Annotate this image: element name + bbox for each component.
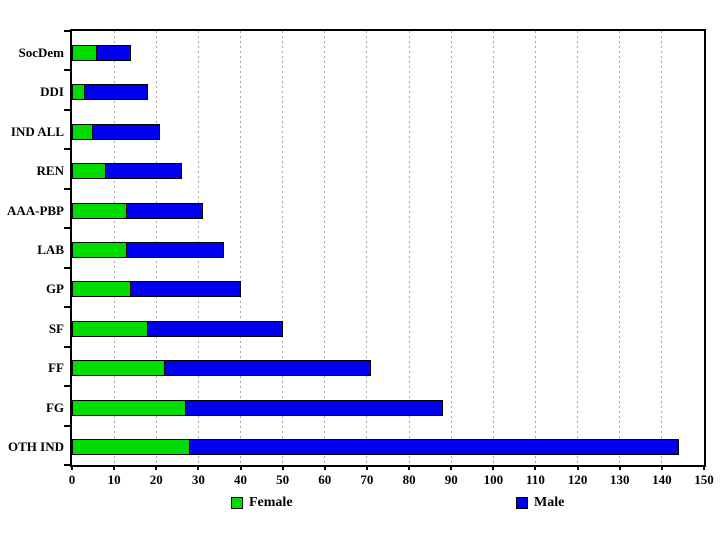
- bar-female-socdem: [72, 44, 98, 61]
- y-axis-tick-2: [64, 108, 70, 111]
- male-legend-swatch-icon: [516, 497, 528, 509]
- bar-male-ddi: [83, 84, 148, 101]
- x-axis-tick-10: [113, 465, 116, 470]
- category-label-lab: LAB: [37, 242, 64, 257]
- x-axis-tick-150: [703, 465, 705, 470]
- x-axis-label-10: 10: [107, 472, 121, 487]
- gridline-x50: [282, 31, 284, 465]
- category-label-sf: SF: [48, 320, 64, 336]
- category-label-ddi: DDI: [40, 84, 64, 100]
- y-axis-tick-3: [64, 148, 70, 151]
- bar-male-ren: [104, 163, 182, 180]
- gridline-x40: [240, 31, 242, 465]
- bar-male-fg: [184, 399, 443, 416]
- x-axis-tick-120: [576, 465, 579, 470]
- x-axis-label-50: 50: [276, 472, 290, 487]
- category-label-aaa-pbp: AAA-PBP: [6, 202, 64, 218]
- bar-male-aaa-pbp: [125, 202, 203, 219]
- bar-female-ff: [72, 360, 165, 377]
- legend-label-male: Male: [534, 495, 565, 510]
- bar-male-oth-ind: [188, 439, 679, 456]
- bar-female-sf: [72, 320, 148, 337]
- x-axis-label-150: 150: [694, 472, 714, 487]
- x-axis-tick-60: [323, 465, 326, 470]
- y-axis-tick-10: [64, 424, 70, 427]
- y-axis-tick-5: [64, 227, 70, 230]
- gridline-x140: [661, 31, 663, 465]
- category-label-ind-all: IND ALL: [10, 123, 64, 139]
- x-axis-label-120: 120: [567, 472, 588, 487]
- bar-male-lab: [125, 242, 224, 258]
- female-legend-swatch-icon: [231, 497, 243, 509]
- category-label-gp: GP: [45, 281, 64, 297]
- x-axis-label-110: 110: [526, 472, 545, 487]
- y-axis-tick-9: [64, 385, 70, 388]
- bar-female-oth-ind: [72, 439, 190, 456]
- gridline-x120: [577, 31, 579, 465]
- x-axis-label-60: 60: [318, 472, 332, 487]
- category-label-ff: FF: [48, 360, 64, 376]
- x-axis-label-20: 20: [149, 472, 163, 487]
- bar-female-ind-all: [72, 123, 94, 140]
- x-axis-label-100: 100: [483, 472, 504, 487]
- gridline-x110: [534, 31, 536, 465]
- y-axis-tick-7: [64, 306, 70, 309]
- x-axis-tick-0: [71, 465, 73, 470]
- bar-male-socdem: [96, 44, 131, 61]
- bar-male-ind-all: [92, 123, 161, 140]
- legend-label-female: Female: [249, 495, 293, 510]
- x-axis-label-140: 140: [652, 472, 672, 487]
- gridline-x70: [366, 31, 368, 465]
- y-axis-tick-11: [64, 464, 70, 466]
- y-axis-tick-4: [64, 187, 70, 190]
- bar-male-sf: [146, 320, 283, 337]
- x-axis-tick-30: [197, 465, 200, 470]
- x-axis-tick-100: [492, 465, 495, 470]
- x-axis-tick-90: [450, 465, 453, 470]
- x-axis-label-90: 90: [444, 472, 458, 487]
- gridline-x80: [408, 31, 410, 465]
- x-axis-label-130: 130: [609, 472, 630, 487]
- x-axis-tick-110: [534, 465, 537, 470]
- x-axis-tick-80: [408, 465, 411, 470]
- x-axis-tick-40: [239, 465, 242, 470]
- x-axis-tick-130: [618, 465, 621, 470]
- bar-female-ren: [72, 163, 106, 180]
- category-label-fg: FG: [45, 399, 64, 415]
- x-axis-tick-70: [365, 465, 368, 470]
- x-axis-label-70: 70: [360, 472, 374, 487]
- bar-male-gp: [129, 281, 241, 298]
- gridline-x130: [619, 31, 621, 465]
- legend-item-female: Female: [231, 495, 293, 510]
- gridline-x60: [324, 31, 326, 465]
- x-axis-label-0: 0: [68, 472, 76, 487]
- gridline-x90: [450, 31, 452, 465]
- gridline-x100: [492, 31, 494, 465]
- legend-item-male: Male: [516, 495, 565, 510]
- x-axis-label-30: 30: [191, 472, 205, 487]
- x-axis-tick-140: [660, 465, 663, 470]
- x-axis-label-40: 40: [234, 472, 248, 487]
- bar-female-aaa-pbp: [72, 202, 127, 219]
- category-label-oth-ind: OTH IND: [8, 439, 64, 455]
- bar-female-fg: [72, 399, 186, 416]
- y-axis-tick-6: [64, 266, 70, 269]
- y-axis-tick-0: [64, 30, 70, 32]
- category-label-socdem: SocDem: [18, 44, 65, 60]
- bar-male-ff: [163, 360, 372, 377]
- y-axis-tick-1: [64, 69, 70, 72]
- x-axis-tick-50: [281, 465, 284, 470]
- x-axis-label-80: 80: [402, 472, 416, 487]
- y-axis-tick-8: [64, 345, 70, 348]
- bar-female-lab: [72, 242, 127, 258]
- category-label-ren: REN: [36, 163, 64, 179]
- x-axis-tick-20: [155, 465, 158, 470]
- bar-female-gp: [72, 281, 131, 298]
